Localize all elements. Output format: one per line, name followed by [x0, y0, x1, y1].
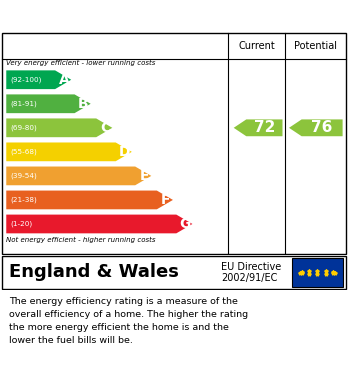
Text: (81-91): (81-91) [10, 100, 37, 107]
Polygon shape [6, 167, 151, 185]
Text: (21-38): (21-38) [10, 197, 37, 203]
Text: (39-54): (39-54) [10, 173, 37, 179]
Polygon shape [6, 190, 173, 209]
Polygon shape [6, 94, 91, 113]
Text: England & Wales: England & Wales [9, 263, 179, 281]
Text: F: F [161, 193, 171, 207]
Text: Energy Efficiency Rating: Energy Efficiency Rating [9, 9, 230, 23]
Text: G: G [180, 217, 191, 231]
Text: (55-68): (55-68) [10, 149, 37, 155]
Polygon shape [289, 119, 342, 136]
Bar [292, 258, 343, 287]
Text: Current: Current [238, 41, 275, 51]
Text: 76: 76 [311, 120, 333, 135]
Text: D: D [119, 145, 130, 159]
Text: EU Directive: EU Directive [221, 262, 281, 272]
Text: Not energy efficient - higher running costs: Not energy efficient - higher running co… [6, 237, 156, 243]
Text: (69-80): (69-80) [10, 125, 37, 131]
Polygon shape [6, 142, 132, 161]
Text: (92-100): (92-100) [10, 77, 42, 83]
Polygon shape [6, 215, 192, 233]
Text: Potential: Potential [294, 41, 337, 51]
Text: (1-20): (1-20) [10, 221, 33, 227]
Text: C: C [100, 121, 110, 135]
Text: E: E [139, 169, 149, 183]
Polygon shape [6, 70, 71, 89]
Text: 2002/91/EC: 2002/91/EC [221, 273, 277, 283]
Text: Very energy efficient - lower running costs: Very energy efficient - lower running co… [6, 60, 156, 66]
Polygon shape [6, 118, 112, 137]
Polygon shape [234, 119, 283, 136]
Text: A: A [58, 73, 69, 87]
Text: The energy efficiency rating is a measure of the
overall efficiency of a home. T: The energy efficiency rating is a measur… [9, 297, 248, 345]
Text: 72: 72 [254, 120, 275, 135]
Text: B: B [78, 97, 89, 111]
